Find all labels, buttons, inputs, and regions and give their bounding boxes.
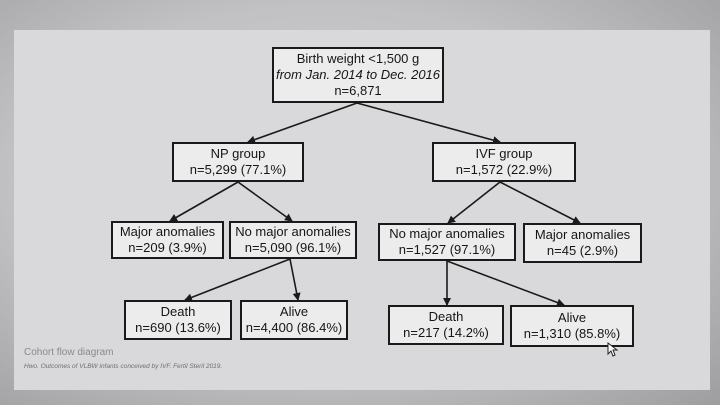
np-major-count: n=209 (3.9%): [128, 240, 207, 255]
ivf-death-label: Death: [428, 309, 464, 324]
np-alive-box: Alive n=4,400 (86.4%): [240, 300, 348, 340]
ivf-group-label: IVF group: [475, 146, 533, 161]
arrow-np-to-major: [169, 181, 239, 222]
root-line1: Birth weight <1,500 g: [296, 51, 420, 66]
np-group-label: NP group: [210, 146, 266, 161]
np-no-major-label: No major anomalies: [235, 224, 351, 239]
ivf-alive-label: Alive: [557, 310, 587, 325]
np-death-label: Death: [160, 304, 196, 319]
ivf-major-label: Major anomalies: [534, 227, 631, 242]
ivf-no-major-anomalies-box: No major anomalies n=1,527 (97.1%): [378, 223, 516, 261]
arrow-root-to-ivf: [356, 102, 501, 145]
ivf-group-count: n=1,572 (22.9%): [455, 162, 553, 177]
ivf-major-anomalies-box: Major anomalies n=45 (2.9%): [523, 223, 642, 263]
arrow-np-to-no-major: [237, 181, 293, 222]
caption-subtitle: Hwo. Outcomes of VLBW infants conceived …: [24, 363, 223, 370]
np-group-count: n=5,299 (77.1%): [189, 162, 287, 177]
np-no-major-count: n=5,090 (96.1%): [244, 240, 342, 255]
caption-title: Cohort flow diagram: [24, 347, 114, 358]
root-box: Birth weight <1,500 g from Jan. 2014 to …: [272, 47, 444, 103]
mouse-cursor-icon: [607, 342, 619, 357]
arrow-root-to-np: [247, 102, 358, 144]
np-alive-label: Alive: [279, 304, 309, 319]
ivf-alive-box: Alive n=1,310 (85.8%): [510, 305, 634, 347]
ivf-no-major-label: No major anomalies: [389, 226, 505, 241]
np-no-major-anomalies-box: No major anomalies n=5,090 (96.1%): [229, 221, 357, 259]
ivf-alive-count: n=1,310 (85.8%): [523, 326, 621, 341]
np-major-label: Major anomalies: [119, 224, 216, 239]
ivf-group-box: IVF group n=1,572 (22.9%): [432, 142, 576, 182]
np-death-box: Death n=690 (13.6%): [124, 300, 232, 340]
arrow-ivf-no-major-to-alive: [446, 260, 565, 307]
np-major-anomalies-box: Major anomalies n=209 (3.9%): [111, 221, 224, 259]
root-line2: from Jan. 2014 to Dec. 2016: [275, 67, 441, 82]
arrow-ivf-to-major: [499, 181, 581, 224]
arrow-np-no-major-to-alive: [289, 258, 301, 301]
root-line3: n=6,871: [334, 83, 382, 98]
arrow-ivf-to-no-major: [447, 181, 501, 224]
ivf-major-count: n=45 (2.9%): [546, 243, 619, 258]
np-death-count: n=690 (13.6%): [135, 320, 221, 335]
ivf-death-box: Death n=217 (14.2%): [388, 305, 504, 345]
np-alive-count: n=4,400 (86.4%): [245, 320, 343, 335]
ivf-death-count: n=217 (14.2%): [403, 325, 489, 340]
np-group-box: NP group n=5,299 (77.1%): [172, 142, 304, 182]
ivf-no-major-count: n=1,527 (97.1%): [398, 242, 496, 257]
arrow-np-no-major-to-death: [184, 258, 291, 302]
